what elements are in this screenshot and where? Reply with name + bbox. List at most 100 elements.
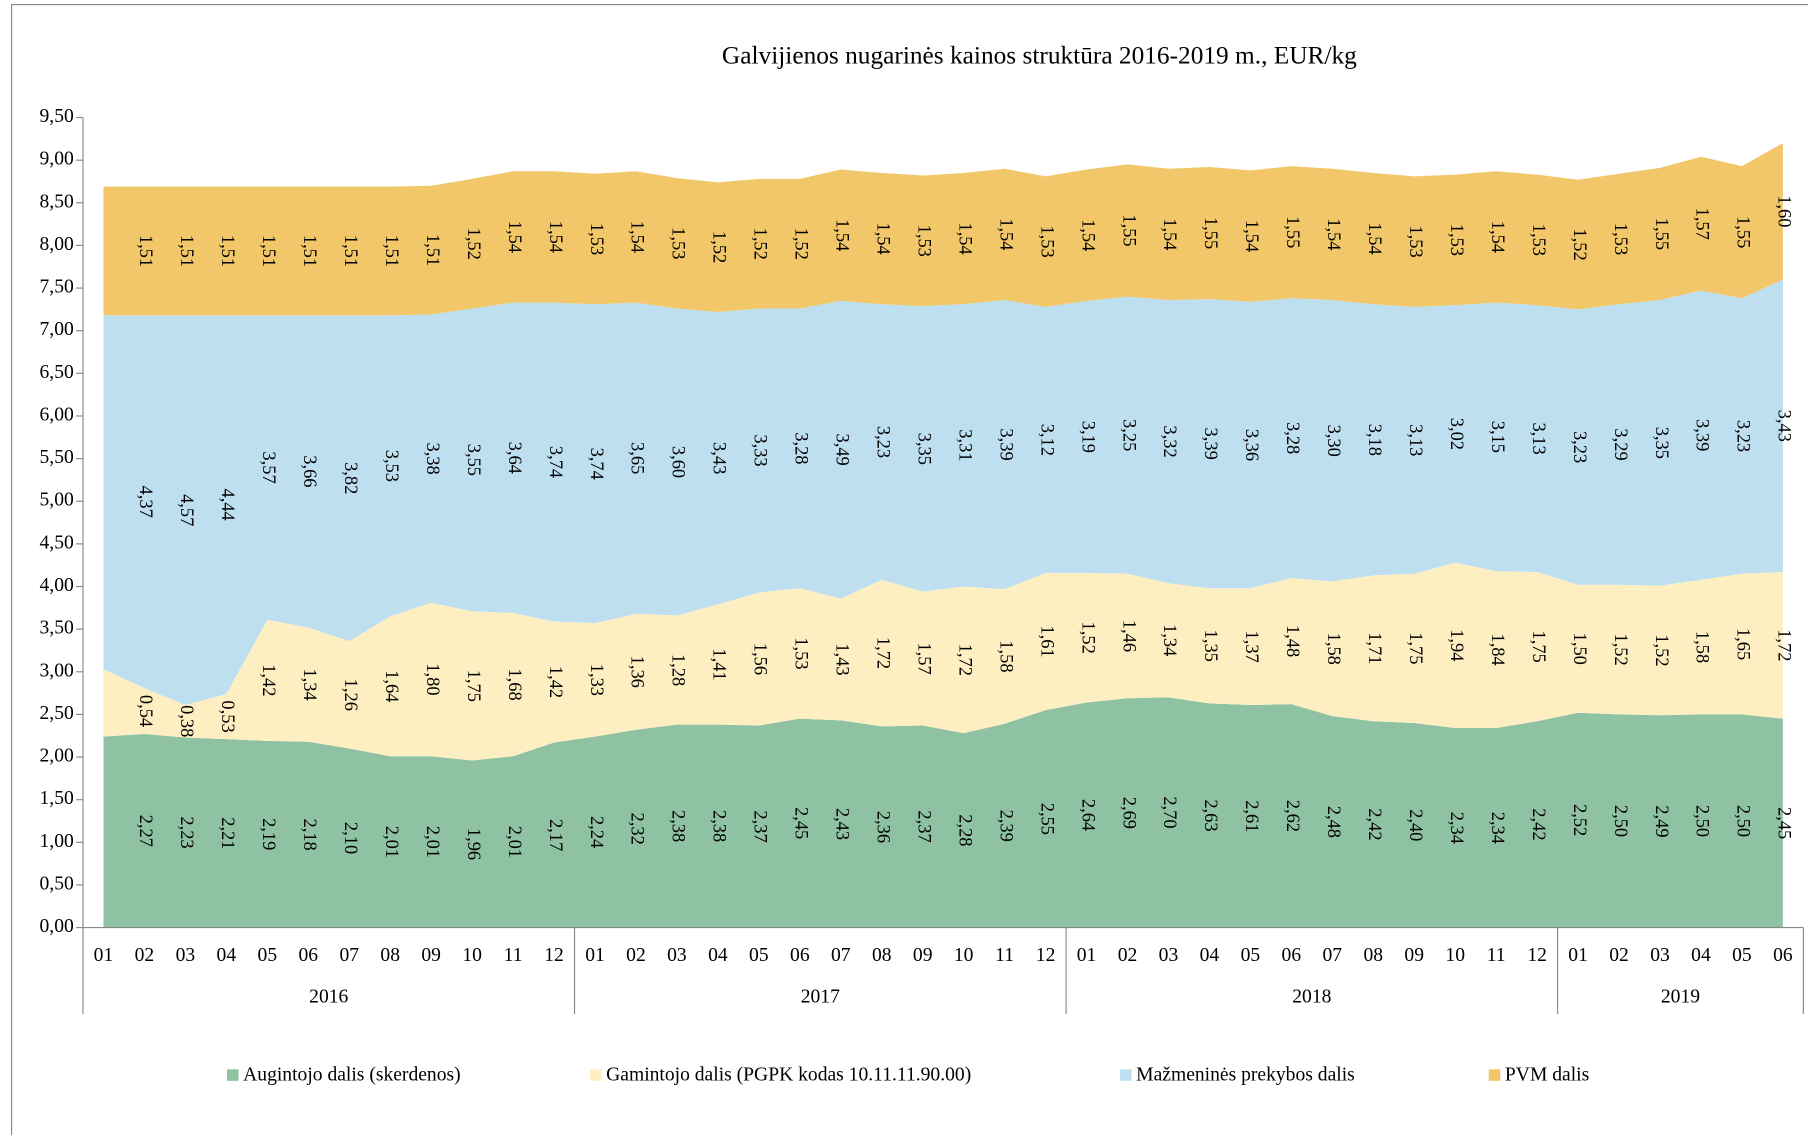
y-tick-label: 5,50 bbox=[40, 447, 74, 468]
data-label: 1,53 bbox=[1611, 223, 1631, 255]
data-label: 1,28 bbox=[669, 654, 689, 686]
data-label: 1,60 bbox=[1775, 195, 1795, 227]
data-label: 3,49 bbox=[833, 434, 853, 466]
x-tick-label: 02 bbox=[135, 945, 155, 966]
data-label: 1,58 bbox=[1324, 633, 1344, 665]
data-label: 3,15 bbox=[1488, 421, 1508, 453]
data-label: 3,33 bbox=[751, 434, 771, 466]
data-label: 1,51 bbox=[259, 235, 279, 267]
x-tick-label: 11 bbox=[995, 945, 1014, 966]
data-label: 3,23 bbox=[1734, 420, 1754, 452]
data-label: 1,54 bbox=[546, 221, 566, 253]
data-label: 1,53 bbox=[1529, 224, 1549, 256]
data-label: 1,34 bbox=[300, 668, 320, 700]
legend-label: Augintojo dalis (skerdenos) bbox=[243, 1065, 461, 1086]
data-label: 2,69 bbox=[1119, 797, 1139, 829]
x-tick-label: 06 bbox=[1773, 945, 1793, 966]
data-label: 2,61 bbox=[1242, 800, 1262, 832]
data-label: 1,96 bbox=[464, 828, 484, 860]
data-label: 1,58 bbox=[996, 640, 1016, 672]
data-label: 3,35 bbox=[1652, 427, 1672, 459]
area bbox=[103, 562, 1783, 761]
x-tick-label: 09 bbox=[421, 945, 441, 966]
y-tick-label: 0,00 bbox=[40, 916, 74, 937]
data-label: 3,39 bbox=[1693, 419, 1713, 451]
data-label: 2,17 bbox=[546, 819, 566, 851]
data-label: 1,36 bbox=[628, 656, 648, 688]
data-label: 1,41 bbox=[710, 648, 730, 680]
x-tick-label: 09 bbox=[1404, 945, 1424, 966]
x-tick-label: 01 bbox=[94, 945, 114, 966]
data-label: 1,75 bbox=[1406, 632, 1426, 664]
data-label: 1,51 bbox=[300, 235, 320, 267]
data-label: 1,54 bbox=[833, 219, 853, 251]
data-label: 1,51 bbox=[136, 235, 156, 267]
data-label: 1,51 bbox=[423, 234, 443, 266]
data-label: 2,10 bbox=[341, 822, 361, 854]
data-label: 1,54 bbox=[628, 221, 648, 253]
data-label: 2,40 bbox=[1406, 809, 1426, 841]
x-tick-label: 02 bbox=[1118, 945, 1138, 966]
x-group-label: 2016 bbox=[309, 986, 348, 1007]
x-tick-label: 04 bbox=[217, 945, 237, 966]
data-label: 1,53 bbox=[792, 637, 812, 669]
data-label: 2,18 bbox=[300, 819, 320, 851]
x-tick-label: 07 bbox=[1323, 945, 1343, 966]
data-label: 2,19 bbox=[259, 818, 279, 850]
data-label: 2,45 bbox=[792, 807, 812, 839]
data-label: 1,43 bbox=[833, 643, 853, 675]
data-label: 3,60 bbox=[669, 446, 689, 478]
data-label: 1,68 bbox=[505, 668, 525, 700]
data-label: 1,34 bbox=[1160, 624, 1180, 656]
data-label: 2,23 bbox=[177, 816, 197, 848]
data-label: 1,80 bbox=[423, 663, 443, 695]
x-tick-label: 11 bbox=[1487, 945, 1506, 966]
data-label: 1,52 bbox=[751, 228, 771, 260]
data-label: 1,55 bbox=[1283, 216, 1303, 248]
y-tick-label: 1,50 bbox=[40, 788, 74, 809]
data-label: 1,53 bbox=[1406, 225, 1426, 257]
data-label: 3,35 bbox=[914, 433, 934, 465]
data-label: 0,53 bbox=[218, 700, 238, 732]
data-label: 1,54 bbox=[1324, 218, 1344, 250]
data-label: 1,72 bbox=[874, 637, 894, 669]
data-label: 1,75 bbox=[464, 670, 484, 702]
y-tick-label: 7,00 bbox=[40, 319, 74, 340]
data-label: 1,72 bbox=[1775, 629, 1795, 661]
y-tick-label: 7,50 bbox=[40, 277, 74, 298]
data-label: 3,18 bbox=[1365, 424, 1385, 456]
x-tick-label: 08 bbox=[872, 945, 892, 966]
data-label: 1,53 bbox=[587, 223, 607, 255]
legend-label: PVM dalis bbox=[1505, 1065, 1589, 1086]
data-label: 1,64 bbox=[382, 670, 402, 702]
x-tick-label: 05 bbox=[258, 945, 278, 966]
data-label: 3,12 bbox=[1037, 424, 1057, 456]
data-label: 3,74 bbox=[587, 448, 607, 480]
data-label: 4,57 bbox=[177, 494, 197, 526]
data-label: 2,43 bbox=[833, 808, 853, 840]
data-label: 3,53 bbox=[382, 450, 402, 482]
y-tick-label: 1,00 bbox=[40, 831, 74, 852]
data-label: 2,01 bbox=[423, 826, 443, 858]
data-label: 1,55 bbox=[1734, 216, 1754, 248]
data-label: 3,36 bbox=[1242, 429, 1262, 461]
data-label: 2,34 bbox=[1488, 812, 1508, 844]
data-label: 0,54 bbox=[136, 695, 156, 727]
data-label: 4,44 bbox=[218, 489, 238, 521]
data-label: 2,37 bbox=[914, 810, 934, 842]
data-label: 1,54 bbox=[1365, 222, 1385, 254]
data-label: 2,50 bbox=[1734, 805, 1754, 837]
data-label: 1,52 bbox=[1078, 622, 1098, 654]
x-tick-label: 03 bbox=[1650, 945, 1670, 966]
data-label: 2,36 bbox=[874, 811, 894, 843]
data-label: 1,51 bbox=[382, 235, 402, 267]
x-group-label: 2019 bbox=[1661, 986, 1700, 1007]
data-label: 3,55 bbox=[464, 444, 484, 476]
x-tick-label: 01 bbox=[585, 945, 605, 966]
data-label: 1,94 bbox=[1447, 629, 1467, 661]
data-label: 3,66 bbox=[300, 455, 320, 487]
data-label: 1,61 bbox=[1037, 625, 1057, 657]
data-label: 1,84 bbox=[1488, 633, 1508, 665]
data-label: 1,46 bbox=[1119, 620, 1139, 652]
